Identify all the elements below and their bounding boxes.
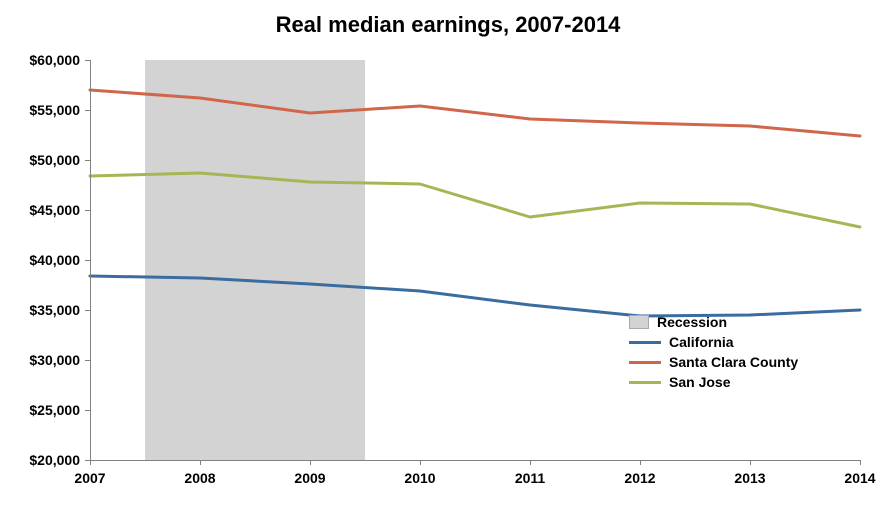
chart-title: Real median earnings, 2007-2014 bbox=[0, 12, 896, 38]
x-tick-mark bbox=[310, 460, 311, 465]
y-tick-label: $40,000 bbox=[29, 252, 80, 268]
legend-label: Recession bbox=[657, 314, 727, 330]
x-axis-line bbox=[90, 460, 860, 461]
y-tick-mark bbox=[85, 210, 90, 211]
plot-area: Recession California Santa Clara County San… bbox=[90, 60, 860, 460]
y-tick-mark bbox=[85, 360, 90, 361]
legend-swatch-line bbox=[629, 361, 661, 364]
legend-item: Recession bbox=[629, 312, 798, 332]
legend-item: California bbox=[629, 332, 798, 352]
y-tick-label: $45,000 bbox=[29, 202, 80, 218]
y-tick-mark bbox=[85, 60, 90, 61]
x-tick-label: 2009 bbox=[294, 470, 325, 486]
series-line bbox=[90, 173, 860, 227]
series-line bbox=[90, 90, 860, 136]
y-tick-mark bbox=[85, 410, 90, 411]
x-tick-label: 2007 bbox=[74, 470, 105, 486]
x-tick-label: 2010 bbox=[404, 470, 435, 486]
x-tick-label: 2008 bbox=[184, 470, 215, 486]
x-tick-mark bbox=[750, 460, 751, 465]
y-tick-mark bbox=[85, 260, 90, 261]
legend-swatch-recession bbox=[629, 315, 649, 329]
legend: Recession California Santa Clara County San… bbox=[629, 312, 798, 392]
legend-label: San Jose bbox=[669, 374, 730, 390]
y-tick-label: $50,000 bbox=[29, 152, 80, 168]
line-series-layer bbox=[90, 60, 860, 460]
y-tick-label: $35,000 bbox=[29, 302, 80, 318]
y-tick-mark bbox=[85, 310, 90, 311]
legend-item: Santa Clara County bbox=[629, 352, 798, 372]
y-tick-label: $60,000 bbox=[29, 52, 80, 68]
y-axis-line bbox=[90, 60, 91, 460]
x-tick-mark bbox=[530, 460, 531, 465]
earnings-line-chart: Real median earnings, 2007-2014 Recessio… bbox=[0, 0, 896, 510]
legend-swatch-line bbox=[629, 381, 661, 384]
x-tick-mark bbox=[640, 460, 641, 465]
y-tick-label: $55,000 bbox=[29, 102, 80, 118]
y-tick-mark bbox=[85, 160, 90, 161]
y-tick-label: $20,000 bbox=[29, 452, 80, 468]
x-tick-label: 2012 bbox=[624, 470, 655, 486]
legend-item: San Jose bbox=[629, 372, 798, 392]
series-line bbox=[90, 276, 860, 316]
x-tick-mark bbox=[200, 460, 201, 465]
x-tick-label: 2011 bbox=[515, 470, 545, 486]
legend-label: California bbox=[669, 334, 734, 350]
x-tick-label: 2013 bbox=[734, 470, 765, 486]
x-tick-mark bbox=[860, 460, 861, 465]
legend-label: Santa Clara County bbox=[669, 354, 798, 370]
x-tick-mark bbox=[90, 460, 91, 465]
x-tick-label: 2014 bbox=[844, 470, 875, 486]
legend-swatch-line bbox=[629, 341, 661, 344]
y-tick-mark bbox=[85, 110, 90, 111]
y-tick-label: $30,000 bbox=[29, 352, 80, 368]
x-tick-mark bbox=[420, 460, 421, 465]
y-tick-label: $25,000 bbox=[29, 402, 80, 418]
